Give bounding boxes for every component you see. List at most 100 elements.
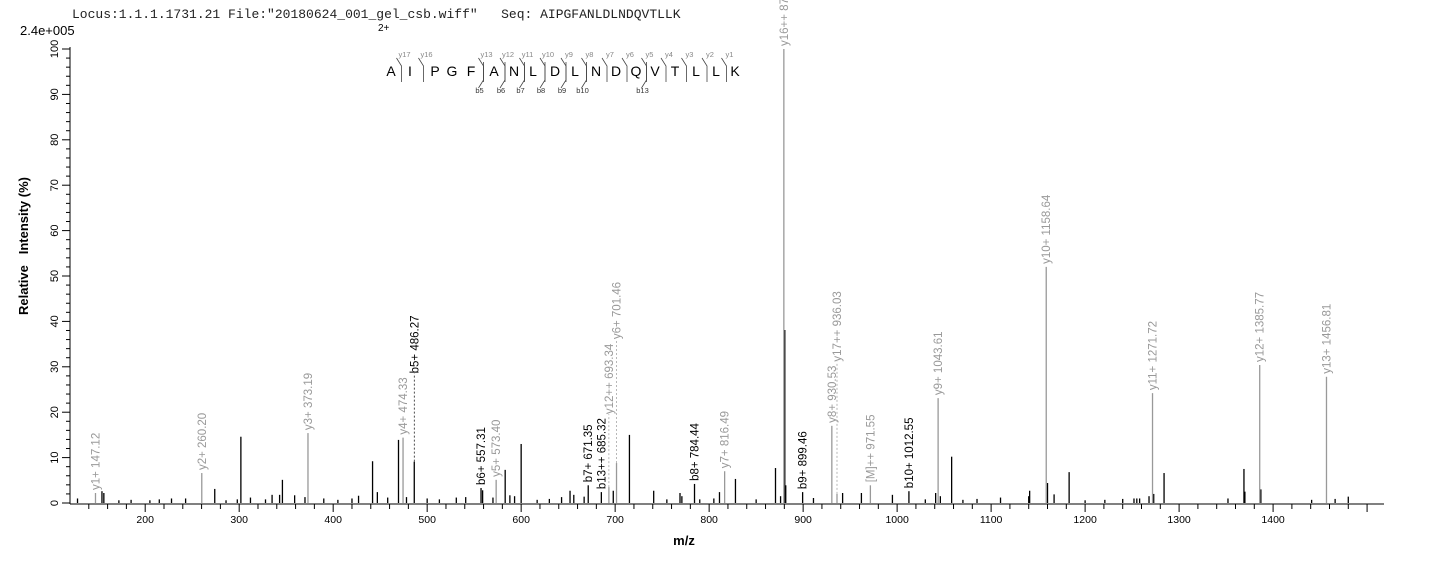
residue: L [529, 63, 537, 79]
peak-label: y13+ 1456.81 [1321, 304, 1333, 374]
y-tick-label: 30 [49, 361, 61, 373]
b-ion-bracket [478, 62, 484, 89]
y-ion-bracket [519, 57, 525, 82]
peaks-layer [76, 49, 1349, 503]
y-ion-marker: y17 [398, 50, 410, 59]
y-ion-bracket [660, 57, 667, 82]
residue: D [550, 63, 560, 79]
y-ion-marker: y16 [420, 50, 432, 59]
x-tick-label: 1400 [1261, 514, 1285, 526]
x-tick-label: 1300 [1167, 514, 1191, 526]
residue: I [408, 63, 412, 79]
y-ion-bracket [641, 57, 647, 82]
axes-layer: 200 300 400 500 600 700 800 900 1000 1100 1200 1300… [49, 40, 1384, 526]
peak-label: y2+ 260.20 [197, 413, 209, 470]
residue: P [430, 63, 439, 79]
peak-label: y16++ 879.48 [779, 0, 791, 46]
y-ion-bracket [681, 57, 687, 82]
y-axis-label: Relative Intensity (%) [16, 177, 31, 315]
y-tick-label: 10 [49, 451, 61, 463]
x-tick-label: 300 [230, 514, 248, 526]
residue: A [386, 63, 396, 79]
peak-label: y6+ 701.46 [612, 282, 624, 339]
peak-label: b10+ 1012.55 [904, 418, 916, 489]
y-ion-bracket [581, 57, 587, 82]
y-ion-marker: y7 [606, 50, 614, 59]
residue: L [692, 63, 700, 79]
peak-label: y12++ 693.34 [604, 343, 616, 414]
y-tick-label: 50 [49, 270, 61, 282]
y-ion-bracket [601, 57, 608, 82]
b-ion-marker: b10 [576, 86, 589, 95]
x-tick-label: 600 [512, 514, 530, 526]
peak-label: [M]++ 971.55 [865, 415, 877, 483]
residue: T [671, 63, 680, 79]
y-tick-label: 20 [49, 406, 61, 418]
b-ion-bracket [641, 62, 647, 89]
y-ion-bracket [499, 57, 506, 82]
x-tick-label: 700 [606, 514, 624, 526]
y-ion-bracket [621, 57, 628, 82]
peak-label: y11+ 1271.72 [1148, 321, 1160, 390]
b-ion-bracket [519, 62, 525, 89]
y-tick-label: 70 [49, 179, 61, 191]
max-intensity-label: 2.4e+005 [20, 23, 75, 38]
x-tick-label: 1200 [1073, 514, 1097, 526]
residue: L [571, 63, 579, 79]
peak-label: y4+ 474.33 [398, 377, 410, 434]
residue: Q [631, 63, 642, 79]
residue: N [591, 63, 601, 79]
y-ion-marker: y3 [686, 50, 694, 59]
residue: A [489, 63, 499, 79]
y-ion-bracket [396, 57, 402, 82]
peak-label: y1+ 147.12 [90, 433, 102, 490]
b-ion-marker: b13 [636, 86, 649, 95]
y-tick-label: 0 [49, 500, 61, 506]
b-ion-marker: b6 [497, 86, 505, 95]
b-ion-marker: b5 [475, 86, 483, 95]
residue: G [447, 63, 458, 79]
b-ion-marker: b9 [558, 86, 566, 95]
y-ion-marker: y8 [586, 50, 594, 59]
peak-label: b13++ 685.32 [596, 418, 608, 489]
residue: K [730, 63, 740, 79]
y-ion-marker: y5 [646, 50, 654, 59]
peak-label: y5+ 573.40 [491, 420, 503, 477]
y-ion-marker: y6 [626, 50, 634, 59]
y-ion-bracket [539, 57, 546, 82]
locus-text: Locus:1.1.1.1731.21 [72, 7, 221, 22]
y-ion-marker: y1 [726, 50, 734, 59]
peak-label: b9+ 899.46 [798, 431, 810, 489]
x-tick-label: 800 [700, 514, 718, 526]
file-text: File:"20180624_001_gel_csb.wiff" [228, 7, 478, 22]
x-tick-label: 1100 [980, 514, 1003, 526]
b-ion-marker: b7 [516, 86, 524, 95]
y-ion-marker: y13 [480, 50, 492, 59]
peak-label: y10+ 1158.64 [1041, 194, 1053, 264]
peak-label: y8+ 930.53 [827, 366, 839, 423]
y-ion-marker: y9 [565, 50, 573, 59]
charge-state: 2+ [378, 23, 390, 34]
peak-label: y3+ 373.19 [303, 373, 315, 430]
x-tick-label: 900 [794, 514, 812, 526]
residue: N [509, 63, 519, 79]
b-ion-bracket [581, 62, 587, 89]
label-leaders-layer [413, 339, 838, 494]
x-tick-label: 500 [418, 514, 436, 526]
y-tick-label: 100 [49, 40, 61, 58]
b-ion-bracket [539, 62, 546, 89]
y-ion-marker: y10 [542, 50, 554, 59]
residue: V [650, 63, 660, 79]
b-ion-bracket [499, 62, 506, 89]
b-ion-marker: b8 [537, 86, 545, 95]
spectrum-header: Locus:1.1.1.1731.21 File:"20180624_001_g… [72, 7, 681, 22]
peak-label: b7+ 671.35 [583, 424, 595, 482]
y-ion-bracket [478, 57, 484, 82]
peak-label: b6+ 557.31 [476, 427, 488, 485]
peak-label: b8+ 784.44 [690, 422, 702, 480]
residue: L [712, 63, 720, 79]
residue: F [467, 63, 476, 79]
y-ion-bracket [418, 57, 424, 82]
